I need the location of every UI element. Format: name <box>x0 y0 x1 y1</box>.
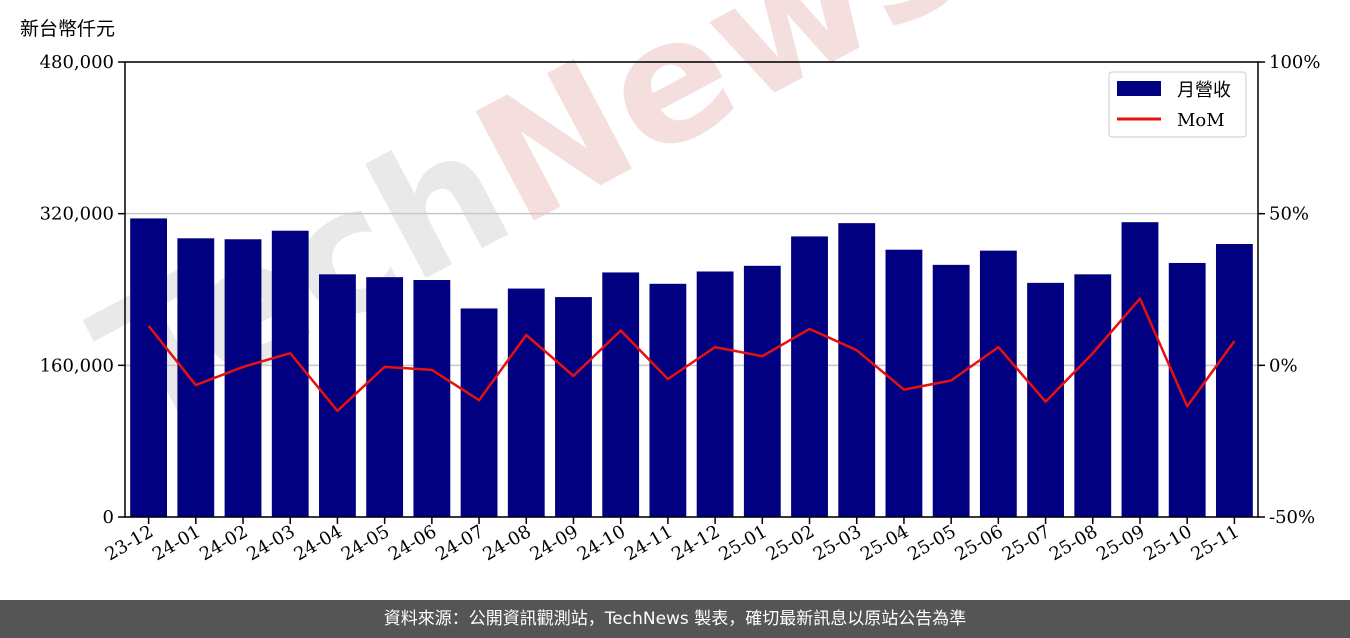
x-tick-label-25-09: 25-09 <box>1093 521 1148 565</box>
y2-tick-label: 50% <box>1269 204 1309 225</box>
watermark-news: News <box>446 0 994 264</box>
x-tick-label-25-05: 25-05 <box>904 521 959 565</box>
mom-line <box>147 297 1236 413</box>
y2-tick-label: -50% <box>1269 507 1315 528</box>
x-tick-label-24-06: 24-06 <box>385 521 440 565</box>
x-tick-label-24-03: 24-03 <box>243 521 298 565</box>
bar-25-03 <box>838 223 876 518</box>
x-tick-label-24-04: 24-04 <box>290 521 345 565</box>
legend: 月營收 MoM <box>1108 71 1247 138</box>
bar-24-06 <box>413 280 451 517</box>
y-axis-unit-label: 新台幣仟元 <box>20 18 116 40</box>
x-tick-label-25-11: 25-11 <box>1187 521 1242 565</box>
bar-24-05 <box>366 277 404 517</box>
bar-series <box>130 218 1253 518</box>
chart: TechNews 0160,000320,000480,000-50%0%50%… <box>40 0 1321 565</box>
x-tick-label-25-10: 25-10 <box>1140 521 1195 565</box>
bar-25-08 <box>1074 274 1112 517</box>
x-tick-label-24-01: 24-01 <box>149 521 204 565</box>
bar-25-02 <box>791 236 828 517</box>
x-tick-label-24-05: 24-05 <box>338 521 393 565</box>
bar-24-01 <box>177 238 215 517</box>
bar-24-09 <box>555 297 592 517</box>
x-tick-label-24-12: 24-12 <box>668 521 723 565</box>
x-tick-label-25-08: 25-08 <box>1046 521 1101 565</box>
bar-24-11 <box>649 283 687 517</box>
bar-24-12 <box>696 271 734 517</box>
x-tick-label-25-02: 25-02 <box>763 521 818 565</box>
bar-24-08 <box>507 288 545 517</box>
x-tick-label-24-09: 24-09 <box>527 521 582 565</box>
bar-24-10 <box>602 272 640 517</box>
bar-24-07 <box>460 308 498 517</box>
bar-25-09 <box>1121 222 1159 517</box>
legend-label-revenue: 月營收 <box>1177 80 1231 101</box>
y2-tick-label: 100% <box>1269 52 1320 73</box>
bar-25-06 <box>979 250 1017 517</box>
bar-25-05 <box>932 264 970 517</box>
x-tick-label-25-07: 25-07 <box>999 521 1054 565</box>
x-tick-label-24-10: 24-10 <box>574 521 629 565</box>
y-tick-label: 480,000 <box>40 52 114 73</box>
bar-25-01 <box>743 265 781 517</box>
legend-label-mom: MoM <box>1177 110 1225 131</box>
x-tick-label-25-06: 25-06 <box>951 521 1006 565</box>
y-tick-label: 0 <box>103 507 114 528</box>
x-tick-label-25-04: 25-04 <box>857 521 912 565</box>
bar-25-11 <box>1215 244 1253 517</box>
legend-swatch-bar <box>1117 81 1161 96</box>
x-tick-label-24-08: 24-08 <box>479 521 534 565</box>
bar-23-12 <box>130 218 168 517</box>
x-tick-label-24-02: 24-02 <box>196 521 251 565</box>
line-series <box>147 297 1236 413</box>
y2-tick-label: 0% <box>1269 355 1298 376</box>
bar-24-03 <box>271 230 309 517</box>
x-tick-label-24-07: 24-07 <box>432 521 487 565</box>
bar-25-04 <box>885 249 923 517</box>
y-tick-label: 320,000 <box>40 204 114 225</box>
x-tick-label-24-11: 24-11 <box>621 521 676 565</box>
x-tick-label-25-03: 25-03 <box>810 521 865 565</box>
plot-frame <box>124 61 1259 518</box>
source-footer: 資料來源：公開資訊觀測站，TechNews 製表，確切最新訊息以原站公告為準 <box>0 600 1350 638</box>
x-tick-label-25-01: 25-01 <box>715 521 770 565</box>
y-tick-label: 160,000 <box>40 355 114 376</box>
bar-24-02 <box>224 239 262 517</box>
